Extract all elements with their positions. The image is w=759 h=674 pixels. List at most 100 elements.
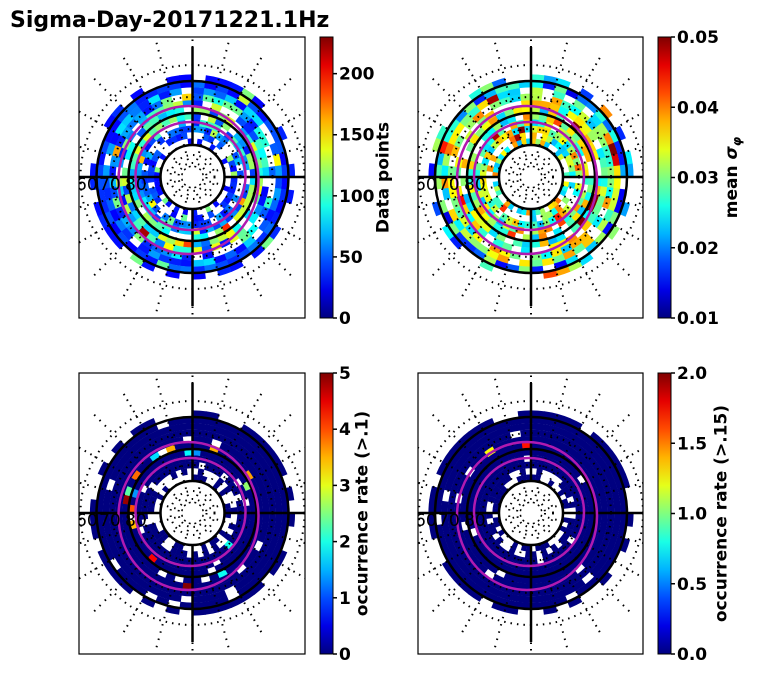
heatmap-cell	[148, 522, 158, 531]
heatmap-cell	[507, 593, 521, 603]
heatmap-cell	[264, 468, 276, 482]
heatmap-cell	[579, 88, 594, 102]
heatmap-cell	[236, 584, 252, 597]
heatmap-cell	[602, 118, 615, 133]
heatmap-cell	[109, 501, 117, 513]
heatmap-cell	[262, 513, 270, 524]
heatmap-cell	[249, 168, 257, 178]
heatmap-cell	[479, 573, 493, 586]
heatmap-cell	[141, 170, 149, 177]
heatmap-cell	[597, 122, 609, 136]
heatmap-cell	[566, 462, 577, 473]
heatmap-cell	[518, 595, 531, 603]
heatmap-cell	[213, 253, 227, 264]
heatmap-cell	[115, 206, 126, 219]
heatmap-cell	[147, 248, 161, 260]
oval-boundary-outer	[455, 440, 599, 592]
heatmap-cell	[156, 232, 169, 243]
heatmap-cell	[474, 462, 486, 475]
heatmap-cell	[524, 125, 532, 133]
heatmap-cell	[264, 208, 276, 223]
heatmap-cell	[613, 200, 624, 215]
heatmap-cell	[575, 584, 590, 597]
heatmap-cell	[258, 458, 271, 472]
heatmap-cell	[142, 120, 154, 132]
heatmap-cell	[450, 196, 461, 209]
heatmap-cell	[572, 188, 581, 197]
heatmap-cell	[554, 84, 569, 95]
heatmap-cell	[141, 237, 155, 250]
heatmap-cell	[224, 204, 234, 214]
heatmap-cell	[521, 442, 532, 450]
heatmap-cell	[608, 547, 620, 562]
heatmap-cell	[158, 426, 172, 437]
heatmap-cell	[192, 448, 202, 456]
heatmap-cell	[481, 456, 493, 468]
heatmap-cell	[124, 576, 138, 590]
heatmap-cell	[597, 471, 609, 484]
heatmap-cell	[235, 451, 248, 464]
heatmap-cell	[458, 461, 471, 475]
heatmap-cell	[474, 126, 486, 139]
heatmap-cell	[491, 457, 503, 468]
heatmap-cell	[507, 87, 521, 97]
heatmap-cell	[149, 563, 161, 575]
heatmap-cell	[519, 423, 532, 431]
heatmap-cell	[453, 542, 465, 555]
heatmap-cell	[603, 132, 615, 146]
heatmap-cell	[250, 580, 266, 595]
heatmap-cell	[263, 557, 276, 572]
heatmap-cell	[552, 226, 564, 237]
heatmap-cell	[580, 555, 593, 568]
heatmap-cell	[192, 442, 203, 450]
heatmap-cell	[246, 240, 261, 254]
heatmap-cell	[147, 93, 162, 105]
heatmap-cell	[585, 240, 600, 254]
heatmap-cell	[120, 125, 132, 139]
heatmap-cell	[492, 573, 505, 585]
heatmap-cell	[602, 454, 615, 469]
heatmap-cell	[97, 461, 110, 477]
heatmap-cell	[480, 163, 488, 172]
heatmap-cell	[447, 221, 460, 236]
heatmap-cell	[103, 210, 115, 226]
heatmap-cell	[575, 170, 583, 178]
heatmap-cell	[522, 448, 532, 456]
heatmap-cell	[566, 126, 577, 137]
heatmap-cell	[109, 467, 121, 482]
heatmap-cell	[480, 131, 491, 142]
heatmap-cell	[494, 544, 504, 554]
heatmap-cell	[142, 157, 152, 166]
panel-4: 60 70 80 0.0 0.5 1.0 1.5 2.0 occurrence rate (>.…	[417, 364, 732, 665]
heatmap-cell	[453, 457, 466, 472]
heatmap-cell	[140, 595, 156, 608]
heatmap-cell	[594, 444, 608, 459]
heatmap-cell	[479, 259, 495, 272]
heatmap-cell	[444, 142, 455, 156]
grid-circle-dotted	[169, 154, 216, 200]
heatmap-cell	[144, 193, 154, 203]
heatmap-cell	[490, 476, 500, 486]
heatmap-cell	[216, 265, 232, 277]
heatmap-cell	[599, 157, 608, 169]
heatmap-cell	[105, 142, 116, 156]
heatmap-cell	[447, 512, 455, 524]
heatmap-cell	[275, 536, 286, 551]
heatmap-cell	[275, 461, 288, 477]
heatmap-cell	[531, 125, 538, 133]
heatmap-cell	[97, 213, 110, 229]
heatmap-cell	[125, 211, 137, 224]
heatmap-cell	[258, 206, 270, 220]
heatmap-cell	[102, 500, 111, 513]
heatmap-cell	[559, 558, 571, 569]
heatmap-cell	[215, 420, 230, 431]
latitude-label: 70	[438, 511, 460, 531]
heatmap-cell	[136, 215, 148, 227]
heatmap-cell	[521, 106, 532, 114]
heatmap-cell	[462, 240, 477, 254]
heatmap-cell	[214, 226, 225, 237]
heatmap-cell	[247, 100, 261, 114]
heatmap-cell	[611, 489, 621, 503]
heatmap-cell	[508, 546, 517, 555]
heatmap-cell	[160, 117, 171, 128]
